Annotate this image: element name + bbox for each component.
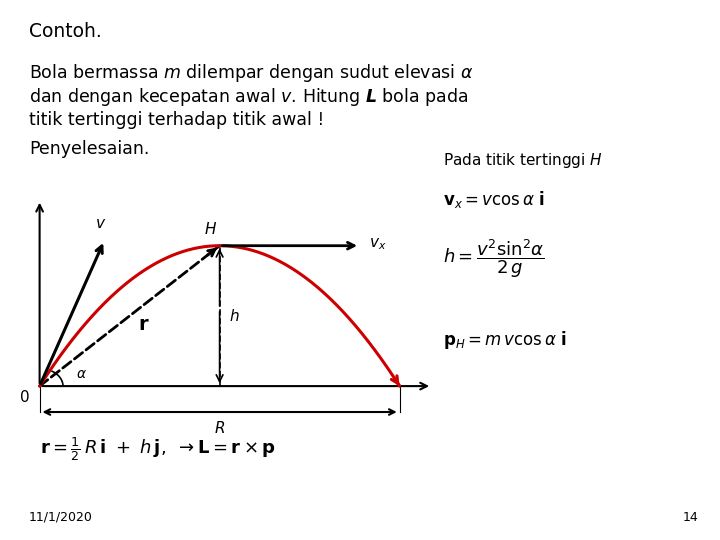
Text: 11/1/2020: 11/1/2020 <box>29 511 93 524</box>
Text: $R$: $R$ <box>214 420 225 436</box>
Text: 14: 14 <box>683 511 698 524</box>
Text: $v_x$: $v_x$ <box>369 237 386 253</box>
Text: $\alpha$: $\alpha$ <box>76 367 86 381</box>
Text: Penyelesaian.: Penyelesaian. <box>29 140 149 158</box>
Text: $0$: $0$ <box>19 389 30 405</box>
Text: $\mathbf{p}_H = m\,v\cos\alpha\ \mathbf{i}$: $\mathbf{p}_H = m\,v\cos\alpha\ \mathbf{… <box>443 329 567 352</box>
Text: titik tertinggi terhadap titik awal !: titik tertinggi terhadap titik awal ! <box>29 111 324 129</box>
Text: $v$: $v$ <box>95 215 107 231</box>
Text: $\mathbf{r} = \mathsf{\frac{1}{2}}\,R\,\mathbf{i}\ +\ h\,\mathbf{j},\ \rightarro: $\mathbf{r} = \mathsf{\frac{1}{2}}\,R\,\… <box>40 435 276 463</box>
Text: $\mathbf{r}$: $\mathbf{r}$ <box>138 314 150 334</box>
Text: $\mathbf{v}_x = v \cos\alpha\ \mathbf{i}$: $\mathbf{v}_x = v \cos\alpha\ \mathbf{i}… <box>443 189 545 210</box>
Text: dan dengan kecepatan awal $v$. Hitung $\boldsymbol{L}$ bola pada: dan dengan kecepatan awal $v$. Hitung $\… <box>29 86 468 109</box>
Text: $h$: $h$ <box>229 308 240 324</box>
Text: Pada titik tertinggi $H$: Pada titik tertinggi $H$ <box>443 151 603 170</box>
Text: Bola bermassa $m$ dilempar dengan sudut elevasi $\alpha$: Bola bermassa $m$ dilempar dengan sudut … <box>29 62 473 84</box>
Text: Contoh.: Contoh. <box>29 22 102 40</box>
Text: $H$: $H$ <box>204 221 217 237</box>
Text: $h = \dfrac{v^2 \sin^2\!\alpha}{2\,g}$: $h = \dfrac{v^2 \sin^2\!\alpha}{2\,g}$ <box>443 238 544 280</box>
